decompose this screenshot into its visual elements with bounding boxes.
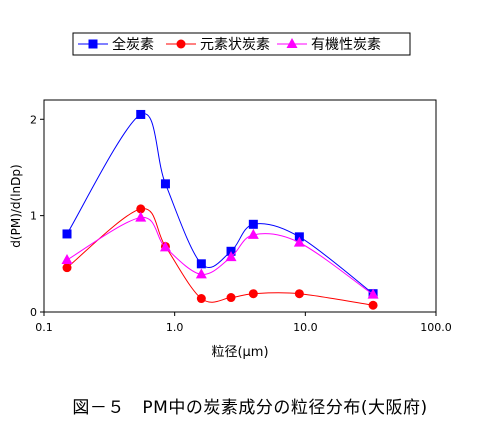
data-point bbox=[368, 300, 378, 310]
series-layer bbox=[61, 109, 379, 310]
figure-caption: 図－５ PM中の炭素成分の粒径分布(大阪府) bbox=[72, 398, 428, 418]
data-point bbox=[62, 229, 72, 239]
y-tick-label: 0 bbox=[30, 306, 37, 319]
x-tick-label: 0.1 bbox=[35, 321, 53, 334]
data-point bbox=[135, 211, 147, 222]
data-point bbox=[226, 293, 236, 303]
data-point bbox=[248, 289, 258, 299]
data-point bbox=[248, 219, 258, 229]
x-axis-label: 粒径(μm) bbox=[211, 345, 268, 360]
data-point bbox=[62, 263, 72, 273]
x-tick-label: 10.0 bbox=[293, 321, 318, 334]
data-point bbox=[136, 109, 146, 119]
legend-marker bbox=[176, 39, 186, 49]
y-tick-label: 1 bbox=[30, 210, 37, 223]
legend-label: 有機性炭素 bbox=[311, 37, 381, 53]
legend-frame bbox=[72, 32, 411, 56]
data-point bbox=[225, 251, 237, 262]
data-point bbox=[195, 268, 207, 279]
data-point bbox=[196, 259, 206, 269]
y-axis-label: d(PM)/d(lnDp) bbox=[9, 164, 23, 247]
legend: 全炭素 元素状炭素 有機性炭素 bbox=[72, 32, 411, 56]
series bbox=[62, 204, 378, 310]
plot-area bbox=[43, 99, 437, 313]
series bbox=[62, 109, 378, 299]
data-point bbox=[293, 236, 305, 247]
data-point bbox=[61, 253, 73, 264]
data-point bbox=[367, 288, 379, 299]
plot-border bbox=[43, 99, 437, 313]
data-point bbox=[136, 204, 146, 214]
series-line bbox=[66, 217, 374, 296]
data-point bbox=[247, 228, 259, 239]
axis-ticks: 0.1 1.0 10.0 100.0 0 1 2 bbox=[30, 113, 452, 334]
data-point bbox=[196, 294, 206, 304]
data-point bbox=[294, 289, 304, 299]
data-point bbox=[160, 179, 170, 189]
legend-label: 元素状炭素 bbox=[200, 37, 270, 53]
data-point bbox=[159, 241, 171, 252]
x-tick-label: 1.0 bbox=[166, 321, 184, 334]
legend-marker bbox=[286, 38, 298, 48]
x-tick-label: 100.0 bbox=[420, 321, 452, 334]
y-tick-label: 2 bbox=[30, 113, 37, 126]
series bbox=[61, 211, 379, 299]
legend-marker bbox=[88, 39, 98, 49]
legend-label: 全炭素 bbox=[112, 36, 154, 53]
